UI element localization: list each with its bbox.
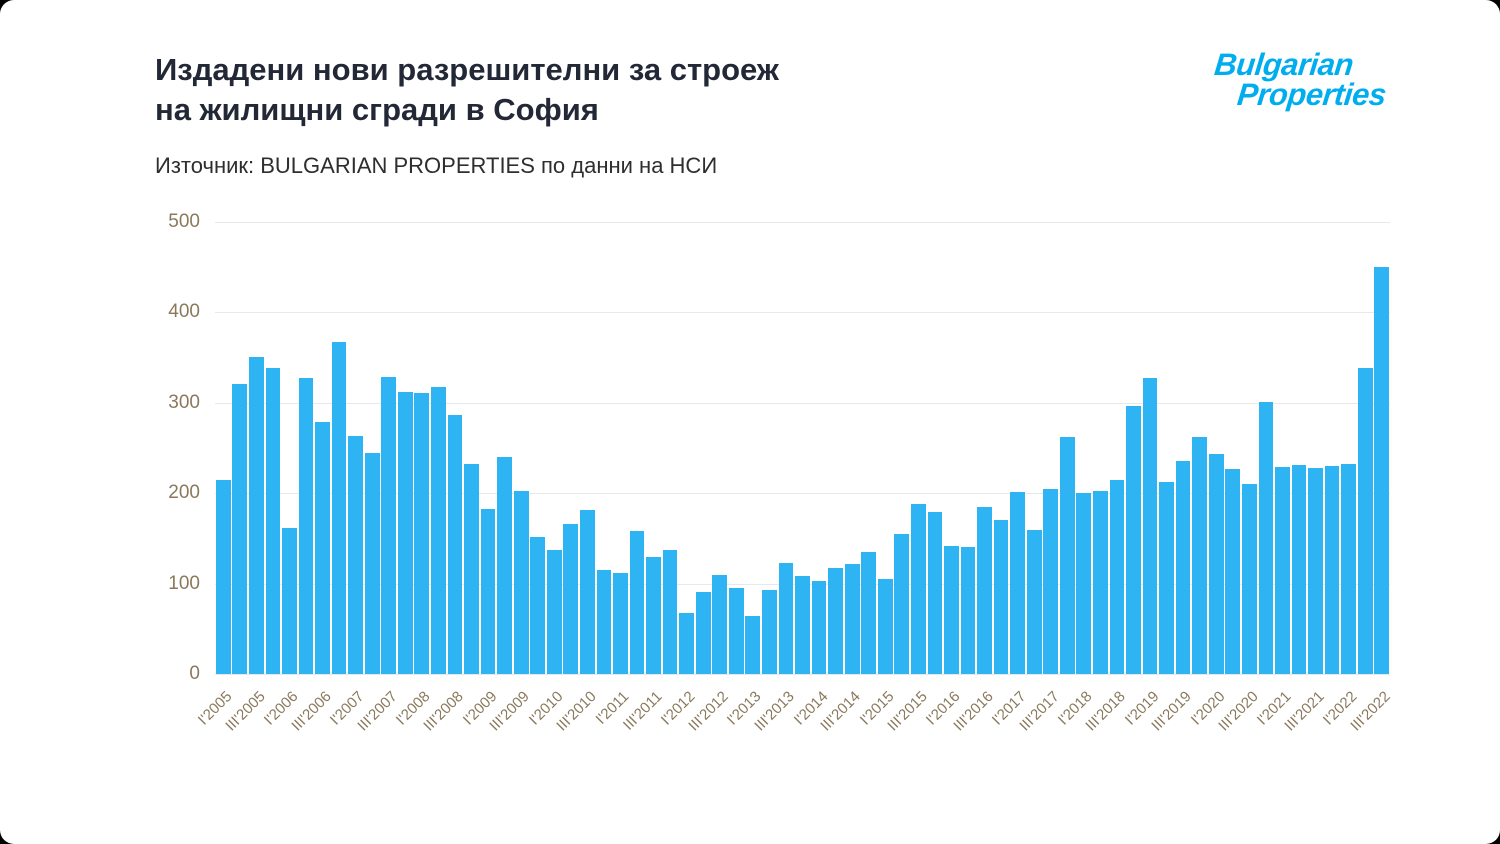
bar — [513, 491, 529, 674]
bar — [1357, 368, 1373, 674]
y-axis-labels: 0 100 200 300 400 500 — [0, 211, 200, 684]
bar — [1341, 464, 1356, 674]
bar — [480, 508, 496, 674]
bar — [282, 528, 297, 674]
y-tick-label: 400 — [168, 301, 200, 323]
bar — [298, 378, 314, 674]
bar — [1275, 466, 1290, 674]
bar — [960, 547, 976, 674]
bar — [265, 367, 281, 674]
bar — [546, 550, 562, 674]
bar — [431, 386, 446, 674]
bar — [910, 504, 926, 674]
bar — [695, 591, 711, 674]
bar — [613, 572, 628, 674]
bar — [1258, 401, 1274, 674]
bar — [728, 588, 744, 674]
bar — [579, 510, 595, 674]
bar — [927, 512, 943, 674]
gridline — [215, 402, 1390, 404]
bar — [646, 557, 661, 674]
bar — [248, 356, 264, 674]
bar — [1010, 492, 1025, 674]
bar — [1324, 466, 1340, 674]
title-line-2: на жилищни сгради в София — [155, 92, 599, 127]
bar — [1142, 377, 1158, 674]
bar — [464, 464, 479, 674]
gridline — [215, 222, 1390, 223]
bar — [364, 453, 380, 674]
bar — [215, 479, 231, 674]
y-tick-label: 300 — [168, 391, 200, 413]
y-tick-label: 100 — [168, 572, 200, 594]
bar — [530, 536, 546, 674]
bar — [762, 589, 777, 674]
gridline — [215, 493, 1390, 495]
bar — [1059, 437, 1075, 674]
bar — [1076, 493, 1092, 674]
bar — [1241, 484, 1257, 674]
source-caption: Източник: BULGARIAN PROPERTIES по данни … — [155, 153, 718, 178]
gridline — [215, 312, 1390, 314]
bar — [778, 562, 794, 674]
bar — [1026, 530, 1042, 674]
bar — [811, 580, 827, 674]
bar — [1175, 460, 1191, 674]
bar — [1308, 467, 1323, 674]
bar — [397, 391, 413, 674]
bar — [1109, 479, 1125, 674]
bar — [993, 520, 1009, 674]
bar — [447, 414, 463, 674]
bar — [414, 392, 430, 674]
bar — [1374, 267, 1390, 674]
bar — [1225, 468, 1241, 674]
bar — [1093, 491, 1108, 674]
bar — [315, 421, 330, 674]
bar — [861, 551, 877, 674]
bar — [563, 523, 579, 674]
bar — [331, 342, 347, 674]
bulgarian-properties-logo: Bulgarian Properties — [1210, 47, 1391, 112]
bar — [844, 563, 860, 674]
bar — [828, 568, 843, 674]
bar — [662, 550, 678, 674]
bar — [1291, 465, 1307, 674]
bar — [977, 506, 992, 674]
bar — [348, 436, 364, 674]
bar — [1208, 454, 1224, 674]
gridline — [215, 674, 1390, 675]
chart-title: Издадени нови разрешителни за строеж на … — [155, 50, 779, 130]
bar — [745, 616, 761, 674]
bar — [381, 376, 397, 674]
bar — [894, 533, 910, 674]
bar — [944, 545, 959, 674]
x-axis-labels: I'2005 III'2005 I'2006 III'2006 I'2007 III'20… — [195, 680, 1394, 800]
bar — [596, 570, 612, 674]
bar — [877, 579, 893, 674]
bar — [1192, 437, 1208, 674]
logo-line-1: Bulgarian — [1212, 47, 1355, 82]
y-tick-label: 500 — [168, 211, 200, 232]
bar — [1043, 488, 1059, 674]
bar — [497, 457, 512, 674]
bar — [712, 574, 728, 674]
bar — [629, 531, 645, 674]
bar — [679, 612, 694, 674]
plot-area — [215, 222, 1390, 675]
bar — [795, 576, 810, 674]
logo-line-2: Properties — [1235, 77, 1388, 112]
bar — [1159, 482, 1174, 674]
title-line-1: Издадени нови разрешителни за строеж — [155, 52, 779, 87]
y-tick-label: 0 — [189, 663, 200, 684]
bar — [1126, 406, 1141, 674]
y-tick-label: 200 — [168, 482, 200, 504]
bar — [232, 383, 248, 674]
